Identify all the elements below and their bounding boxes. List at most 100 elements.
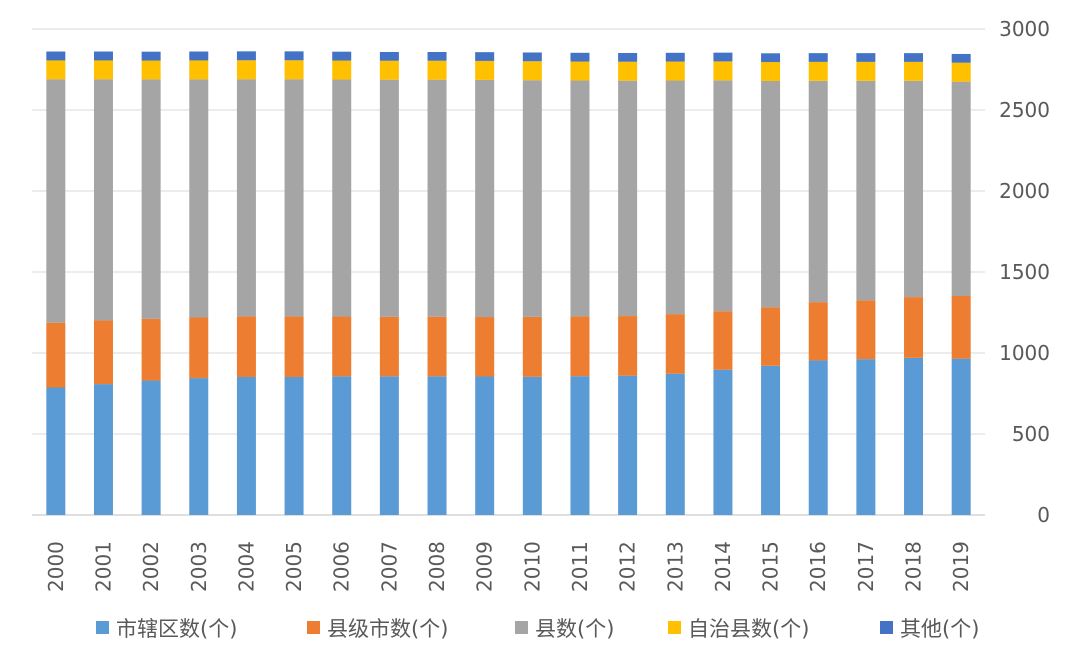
x-tick-label: 2007 <box>377 541 401 592</box>
bar-segment-4 <box>761 53 781 63</box>
bar-segment-4 <box>141 51 161 61</box>
bar-segment-0 <box>46 387 66 515</box>
bar-segment-2 <box>570 80 590 317</box>
x-tick-label: 2002 <box>139 541 163 592</box>
y-tick-label: 0 <box>1037 503 1050 527</box>
x-tick-label: 2013 <box>663 541 687 592</box>
x-tick-label: 2015 <box>759 541 783 592</box>
bar-segment-3 <box>93 60 113 80</box>
bar-segment-3 <box>570 61 590 81</box>
legend-label: 市辖区数(个) <box>116 617 237 641</box>
bar-segment-1 <box>332 316 352 377</box>
x-tick-label: 2016 <box>806 541 830 592</box>
bar-segment-4 <box>951 53 971 63</box>
bar-segment-3 <box>475 60 495 80</box>
bar-segment-2 <box>236 79 256 317</box>
bar-segment-0 <box>93 384 113 515</box>
bar-segment-2 <box>665 80 685 315</box>
legend-label: 县级市数(个) <box>327 617 448 641</box>
y-tick-label: 1500 <box>999 260 1050 284</box>
bar-segment-4 <box>46 51 66 61</box>
bar-segment-3 <box>141 60 161 80</box>
bar-segment-0 <box>332 376 352 515</box>
legend-swatch <box>515 621 528 634</box>
bar-segment-2 <box>332 79 352 317</box>
x-tick-label: 2011 <box>568 541 592 592</box>
bar-segment-4 <box>236 51 256 61</box>
legend-swatch <box>307 621 320 634</box>
bar-segment-1 <box>665 314 685 374</box>
bar-segment-1 <box>427 316 447 377</box>
legend-label: 自治县数(个) <box>688 617 809 641</box>
x-tick-label: 2010 <box>520 541 544 592</box>
bar-segment-3 <box>761 62 781 82</box>
bar-segment-1 <box>46 322 66 388</box>
bar-segment-3 <box>618 61 638 81</box>
x-tick-label: 2012 <box>616 541 640 592</box>
x-tick-label: 2008 <box>425 541 449 592</box>
bar-segment-1 <box>189 317 209 379</box>
x-tick-label: 2017 <box>854 541 878 592</box>
legend-swatch <box>668 621 681 634</box>
bar-segment-4 <box>93 51 113 61</box>
x-tick-label: 2003 <box>187 541 211 592</box>
bar-segment-3 <box>856 61 876 81</box>
bar-segment-3 <box>189 60 209 80</box>
bar-segment-1 <box>475 317 495 377</box>
x-tick-label: 2009 <box>473 541 497 592</box>
bar-segment-2 <box>522 80 542 317</box>
bar-segment-0 <box>951 358 971 515</box>
bar-segment-1 <box>141 318 161 381</box>
bar-segment-2 <box>713 80 733 312</box>
y-tick-label: 1000 <box>999 341 1050 365</box>
bar-segment-1 <box>856 300 876 360</box>
bar-segment-4 <box>522 52 542 62</box>
bar-segment-2 <box>475 79 495 318</box>
bar-segment-3 <box>808 61 828 81</box>
bar-segment-3 <box>332 60 352 80</box>
bar-segment-3 <box>522 61 542 81</box>
bar-segment-4 <box>570 52 590 62</box>
bar-segment-4 <box>332 51 352 61</box>
x-tick-label: 2005 <box>282 541 306 592</box>
bar-segment-2 <box>93 79 113 321</box>
x-tick-label: 2006 <box>330 541 354 592</box>
bar-segment-2 <box>284 79 304 317</box>
bar-segment-1 <box>570 316 590 377</box>
bar-segment-0 <box>665 373 685 515</box>
bar-segment-1 <box>379 316 399 377</box>
bar-segment-0 <box>379 376 399 515</box>
bar-segment-1 <box>618 316 638 376</box>
bar-segment-1 <box>236 316 256 377</box>
bar-segment-1 <box>713 311 733 370</box>
y-tick-label: 500 <box>1012 422 1050 446</box>
bar-segment-2 <box>951 81 971 296</box>
bar-segment-1 <box>522 316 542 377</box>
bar-segment-2 <box>904 80 924 298</box>
legend-swatch <box>880 621 893 634</box>
bar-segment-2 <box>141 79 161 319</box>
bar-segment-0 <box>856 359 876 515</box>
bar-segment-4 <box>618 52 638 62</box>
bar-segment-0 <box>522 376 542 515</box>
bar-segment-0 <box>189 378 209 515</box>
bar-segment-3 <box>284 60 304 80</box>
x-tick-label: 2001 <box>91 541 115 592</box>
bar-segment-1 <box>904 297 924 358</box>
x-tick-label: 2019 <box>949 541 973 592</box>
bar-segment-3 <box>665 61 685 81</box>
bar-segment-0 <box>475 376 495 515</box>
bar-segment-0 <box>570 376 590 515</box>
bar-segment-4 <box>856 53 876 62</box>
bar-segment-4 <box>427 52 447 61</box>
bar-segment-4 <box>808 53 828 62</box>
y-tick-label: 2000 <box>999 179 1050 203</box>
y-tick-label: 3000 <box>999 17 1050 41</box>
bar-segment-3 <box>46 60 66 80</box>
bar-segment-1 <box>761 307 781 366</box>
bar-segment-4 <box>665 52 685 62</box>
x-tick-label: 2014 <box>711 541 735 592</box>
bar-segment-4 <box>379 52 399 61</box>
